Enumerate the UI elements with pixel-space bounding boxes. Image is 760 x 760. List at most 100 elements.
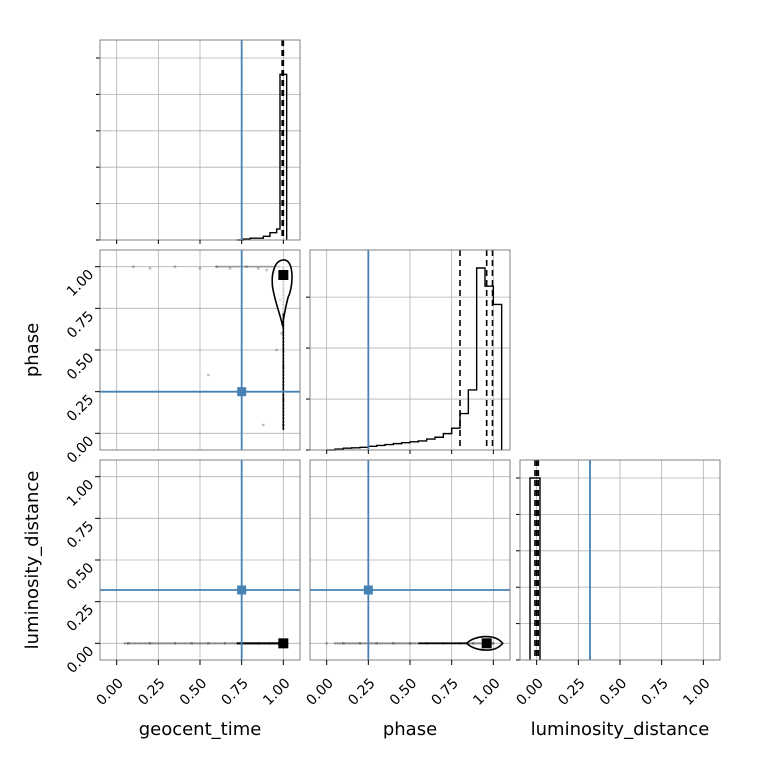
sample-point xyxy=(373,642,377,645)
sample-point xyxy=(478,642,482,645)
sample-point xyxy=(376,642,379,645)
sample-point xyxy=(333,642,337,645)
sample-point xyxy=(473,642,477,645)
sample-point xyxy=(231,642,234,645)
sample-point xyxy=(256,266,260,270)
sample-point xyxy=(255,265,258,268)
sample-point xyxy=(153,642,157,645)
sample-point xyxy=(178,642,182,645)
x-tick-label: 0.25 xyxy=(555,675,588,708)
sample-point xyxy=(245,265,248,268)
density-peak-marker xyxy=(278,638,289,649)
sample-point xyxy=(191,642,194,645)
y-axis-label-phase-text: phase xyxy=(22,323,43,377)
sample-point xyxy=(186,642,189,645)
histogram-step-luminosity-distance xyxy=(529,477,541,660)
x-tick-label: 0.50 xyxy=(597,675,630,708)
sample-point xyxy=(198,266,202,270)
sample-point xyxy=(158,642,162,645)
sample-point xyxy=(232,265,236,268)
sample-point xyxy=(136,642,139,645)
x-tick-label: 0.75 xyxy=(219,675,252,708)
sample-point xyxy=(148,641,152,645)
y-tick-label: 0.75 xyxy=(64,308,97,341)
sample-point xyxy=(476,642,479,645)
scatter-panel-phase-vs-geocent-time xyxy=(100,250,300,450)
sample-point xyxy=(128,642,132,645)
sample-point xyxy=(163,642,167,645)
sample-point xyxy=(228,642,232,645)
scatter-panel-luminosity-distance-vs-phase xyxy=(310,460,510,660)
y-tick-label: 0.25 xyxy=(64,392,97,425)
sample-point xyxy=(156,642,159,645)
x-tick-label: 1.00 xyxy=(680,675,713,708)
sample-point xyxy=(131,265,135,269)
sample-point xyxy=(353,642,357,645)
sample-point xyxy=(206,641,210,645)
sample-point xyxy=(371,642,374,645)
x-axis-label-phase: phase xyxy=(383,719,437,740)
x-tick-label: 1.00 xyxy=(260,675,293,708)
sample-point xyxy=(393,642,397,645)
sample-point xyxy=(257,265,261,268)
sample-point xyxy=(386,642,389,645)
sample-point xyxy=(131,642,134,645)
histogram-panel-luminosity-distance xyxy=(516,460,720,661)
y-tick-label: 1.00 xyxy=(64,477,97,510)
sample-point xyxy=(346,642,349,645)
sample-point xyxy=(237,265,241,268)
sample-point xyxy=(325,641,329,645)
sample-point xyxy=(401,642,404,645)
sample-point xyxy=(245,265,249,269)
sample-point xyxy=(230,265,233,268)
sample-point xyxy=(351,642,354,645)
sample-point xyxy=(378,642,382,645)
y-tick-label: 0.50 xyxy=(64,560,97,593)
sample-point xyxy=(265,265,268,268)
x-axis-label-geocent-time: geocent_time xyxy=(139,719,262,740)
sample-point xyxy=(208,642,212,645)
x-axis-label-phase-text: phase xyxy=(383,719,437,740)
sample-point xyxy=(416,642,419,645)
sample-point xyxy=(265,268,269,272)
sample-point xyxy=(213,642,217,645)
sample-point xyxy=(388,642,392,645)
x-tick-label: 0.75 xyxy=(639,675,672,708)
density-contour xyxy=(465,635,504,651)
x-tick-label: 0.25 xyxy=(345,675,378,708)
y-axis-label-luminosity-distance: luminosity_distance xyxy=(22,471,43,650)
sample-point xyxy=(368,642,372,645)
sample-point xyxy=(358,642,362,645)
sample-point xyxy=(138,642,142,645)
sample-point xyxy=(358,641,362,645)
sample-point xyxy=(471,642,474,645)
sample-point xyxy=(220,265,223,268)
y-tick-label: 0.00 xyxy=(64,433,97,466)
sample-point xyxy=(166,642,169,645)
sample-point xyxy=(491,642,494,645)
scatter-panel-luminosity-distance-vs-geocent-time xyxy=(100,460,300,660)
sample-point xyxy=(183,642,187,645)
y-tick-label: 0.00 xyxy=(64,643,97,676)
sample-point xyxy=(396,642,399,645)
sample-point xyxy=(491,641,495,645)
y-axis-label-luminosity-distance-text: luminosity_distance xyxy=(22,471,43,650)
sample-point xyxy=(143,642,147,645)
sample-point xyxy=(181,642,184,645)
histogram-step-geocent-time xyxy=(236,73,288,241)
sample-point xyxy=(411,642,414,645)
sample-point xyxy=(173,265,177,269)
x-tick-label: 0.50 xyxy=(177,675,210,708)
sample-point xyxy=(146,642,149,645)
sample-point xyxy=(123,642,127,645)
y-tick-label: 0.75 xyxy=(64,518,97,551)
sample-point xyxy=(126,641,130,645)
sample-point xyxy=(242,265,246,268)
sample-point xyxy=(211,642,214,645)
histogram-panel-phase xyxy=(306,250,510,451)
sample-point xyxy=(247,265,251,268)
x-tick-label: 0.00 xyxy=(514,675,547,708)
sample-point xyxy=(193,642,197,645)
sample-point xyxy=(223,642,227,645)
sample-point xyxy=(361,642,364,645)
